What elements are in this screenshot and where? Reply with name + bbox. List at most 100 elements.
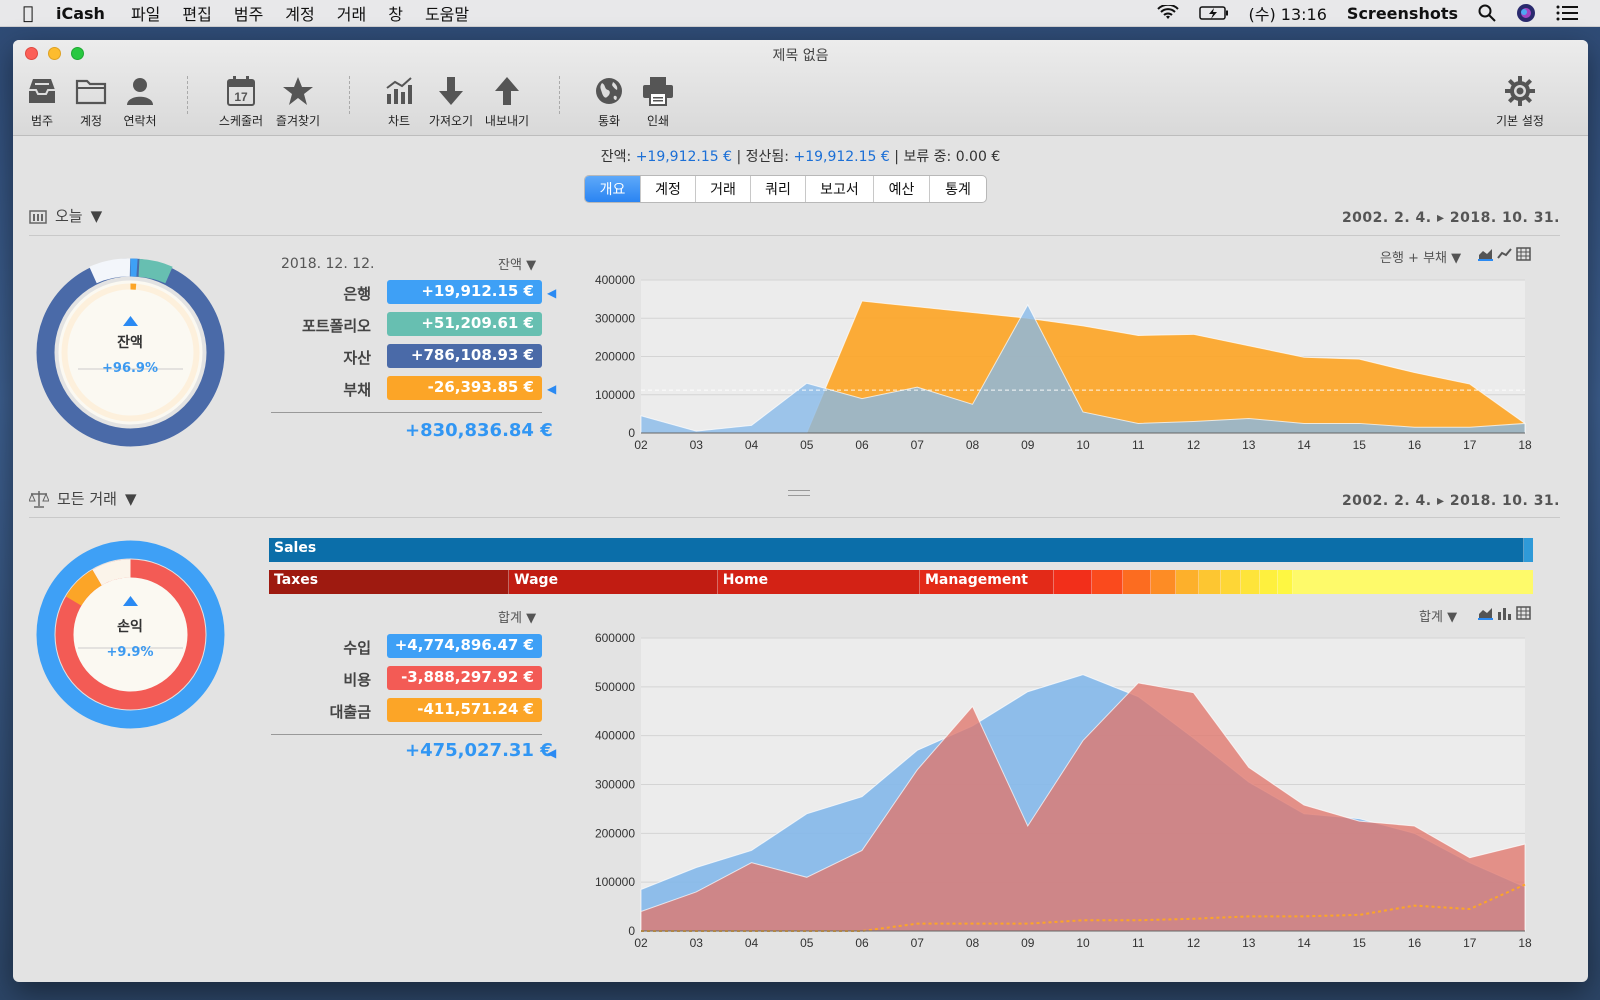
income-category-bar[interactable]: Sales	[269, 538, 1533, 562]
split-view-divider[interactable]	[788, 490, 810, 496]
print-button[interactable]: 인쇄	[626, 74, 690, 129]
menu-help[interactable]: 도움말	[424, 5, 470, 24]
favorites-button[interactable]: 즐겨찾기	[266, 74, 330, 129]
liabilities-value-pill[interactable]: -26,393.85 €	[387, 376, 542, 400]
menu-file[interactable]: 파일	[130, 5, 161, 24]
loans-value-pill[interactable]: -411,571.24 €	[387, 698, 542, 722]
balance-chart-y-tick-label: 0	[628, 426, 635, 440]
menu-transactions[interactable]: 거래	[336, 5, 367, 24]
income-segment-sales[interactable]: Sales	[269, 538, 1525, 562]
expense-category-bar[interactable]: Taxes Wage Home Management	[269, 570, 1533, 594]
chevron-down-icon: ▼	[1447, 610, 1458, 625]
pending-value: 0.00 €	[955, 149, 1001, 165]
balance-chart-x-tick-label: 15	[1353, 438, 1367, 452]
income-value-pill[interactable]: +4,774,896.47 €	[387, 634, 542, 658]
clock[interactable]: (수) 13:16	[1248, 5, 1327, 24]
tab-accounts[interactable]: 계정	[641, 176, 696, 202]
menu-edit[interactable]: 편집	[182, 5, 212, 24]
wifi-icon[interactable]	[1156, 5, 1179, 21]
expense-segment-9[interactable]	[1199, 570, 1221, 594]
export-button[interactable]: 내보내기	[475, 74, 539, 129]
expense-segment-10[interactable]	[1220, 570, 1241, 594]
zoom-window-button[interactable]	[71, 47, 84, 60]
area-chart-icon[interactable]	[1478, 606, 1493, 620]
expense-segment-13[interactable]	[1277, 570, 1293, 594]
transactions-chart-x-tick-label: 17	[1463, 936, 1477, 950]
line-chart-icon[interactable]	[1497, 247, 1512, 261]
balance-donut-chart[interactable]	[33, 255, 228, 450]
accounts-button[interactable]: 계정	[59, 74, 123, 129]
chart-series-selector-top[interactable]: 은행 + 부채 ▼	[1380, 251, 1462, 266]
notification-center-icon[interactable]	[1556, 5, 1578, 21]
preferences-button[interactable]: 기본 설정	[1488, 74, 1552, 129]
chart-series-selector-bottom[interactable]: 합계 ▼	[1419, 610, 1458, 625]
expense-segment-6[interactable]	[1123, 570, 1152, 594]
scheduler-button[interactable]: 17 스케줄러	[209, 74, 273, 129]
menu-accounts[interactable]: 계정	[285, 5, 315, 24]
battery-icon[interactable]	[1198, 6, 1229, 20]
profit-loss-donut-chart[interactable]	[33, 537, 228, 732]
area-chart-icon[interactable]	[1478, 247, 1493, 261]
bar-chart-icon[interactable]	[1497, 606, 1512, 620]
assets-value-pill[interactable]: +786,108.93 €	[387, 344, 542, 368]
currency-button[interactable]: 통화	[577, 74, 641, 129]
portfolio-value-pill[interactable]: +51,209.61 €	[387, 312, 542, 336]
expense-segment-home[interactable]: Home	[717, 570, 920, 594]
expense-segment-11[interactable]	[1240, 570, 1260, 594]
balance-chart-x-tick-label: 12	[1187, 438, 1201, 452]
tab-budget[interactable]: 예산	[874, 176, 930, 202]
bottom-date-range[interactable]: 2002. 2. 4. ▸ 2018. 10. 31.	[1341, 493, 1560, 509]
bank-value-pill[interactable]: +19,912.15 €	[387, 280, 542, 304]
expenses-value-pill[interactable]: -3,888,297.92 €	[387, 666, 542, 690]
tab-overview[interactable]: 개요	[585, 176, 641, 202]
row-label-portfolio: 포트폴리오	[301, 317, 371, 335]
balance-chart-x-tick-label: 05	[800, 438, 814, 452]
expense-segment-7[interactable]	[1151, 570, 1177, 594]
expense-segment-12[interactable]	[1259, 570, 1278, 594]
expense-segment-taxes[interactable]: Taxes	[269, 570, 510, 594]
sort-selector-bottom[interactable]: 합계 ▼	[498, 611, 537, 626]
expense-segment-8[interactable]	[1176, 570, 1200, 594]
balance-chart-x-tick-label: 07	[911, 438, 925, 452]
sort-selector-top[interactable]: 잔액 ▼	[498, 258, 537, 273]
table-icon[interactable]	[1516, 247, 1531, 261]
transactions-chart-x-tick-label: 03	[690, 936, 704, 950]
tab-queries[interactable]: 쿼리	[751, 176, 806, 202]
tab-statistics[interactable]: 통계	[945, 182, 971, 198]
balance-chart-x-tick-label: 16	[1408, 438, 1422, 452]
tab-reports[interactable]: 보고서	[806, 176, 874, 202]
spotlight-search-icon[interactable]	[1478, 4, 1496, 22]
today-section-header[interactable]: 오늘 ▼	[29, 205, 102, 226]
balance-chart-y-tick-label: 400000	[595, 273, 635, 287]
transactions-area-chart[interactable]: 0 100000 200000 300000 400000 500000 600000 02 0…	[573, 625, 1573, 955]
row-label-bank: 은행	[343, 285, 371, 303]
expense-segment-other[interactable]	[1292, 570, 1533, 594]
contacts-button[interactable]: 연락처	[108, 74, 172, 129]
tab-transactions[interactable]: 거래	[696, 176, 751, 202]
import-button[interactable]: 가져오기	[419, 74, 483, 129]
transactions-chart-x-tick-label: 16	[1408, 936, 1422, 950]
menu-window[interactable]: 창	[388, 5, 403, 24]
transactions-chart-y-tick-label: 500000	[595, 680, 635, 694]
expense-segment-4[interactable]	[1053, 570, 1092, 594]
expense-segment-5[interactable]	[1091, 570, 1124, 594]
expense-segment-wage[interactable]: Wage	[509, 570, 718, 594]
charts-button[interactable]: 차트	[367, 74, 431, 129]
screenshots-menu[interactable]: Screenshots	[1346, 3, 1458, 23]
table-icon[interactable]	[1516, 606, 1531, 620]
minimize-window-button[interactable]	[48, 47, 61, 60]
siri-icon[interactable]	[1516, 3, 1536, 23]
donut-gap-segment	[92, 559, 131, 586]
balance-area-chart[interactable]: 0 100000 200000 300000 400000 02 03 04 05 06 07 08 0…	[573, 265, 1573, 455]
apple-menu-icon[interactable]: 	[0, 3, 56, 24]
expense-segment-management[interactable]: Management	[919, 570, 1054, 594]
categories-button[interactable]: 범주	[13, 74, 74, 129]
close-window-button[interactable]	[25, 47, 38, 60]
bottom-total: +475,027.31 €	[405, 740, 553, 761]
top-date-range[interactable]: 2002. 2. 4. ▸ 2018. 10. 31.	[1341, 210, 1560, 226]
donut-income-ring	[36, 540, 225, 729]
app-menu[interactable]: iCash	[56, 3, 105, 23]
income-segment-other[interactable]	[1524, 538, 1533, 562]
all-transactions-section-header[interactable]: 모든 거래 ▼	[29, 488, 137, 509]
menu-categories[interactable]: 범주	[233, 5, 264, 24]
